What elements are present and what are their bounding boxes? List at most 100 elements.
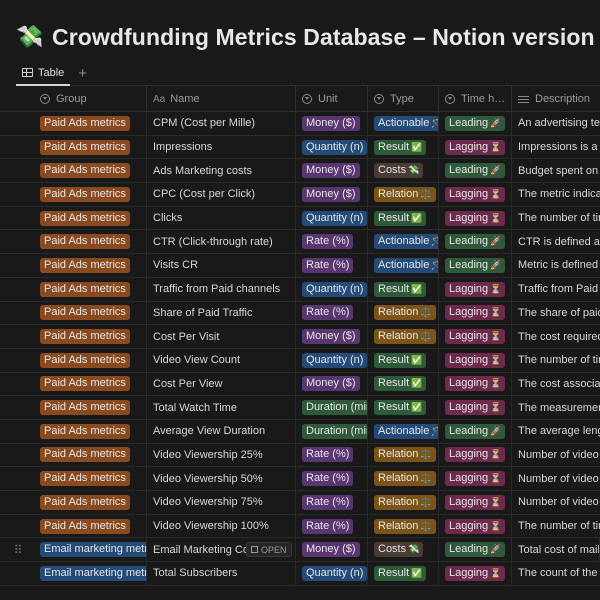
description-cell[interactable]: Total cost of maili bbox=[512, 538, 600, 562]
type-cell[interactable]: Actionable🪄 bbox=[368, 112, 439, 135]
table-row[interactable]: Paid Ads metrics Video View Count Quantity… bbox=[0, 348, 600, 373]
type-cell[interactable]: Result ✅ bbox=[368, 562, 439, 585]
name-cell[interactable]: Share of Paid Traffic bbox=[147, 301, 296, 325]
group-cell[interactable]: Paid Ads metrics bbox=[34, 467, 147, 490]
type-cell[interactable]: Result ✅ bbox=[368, 348, 439, 372]
type-cell[interactable]: Relation ⚖️ bbox=[368, 491, 439, 514]
time-horizon-cell[interactable]: Lagging ⏳ bbox=[439, 325, 512, 348]
group-cell[interactable]: Email marketing metric bbox=[34, 562, 147, 585]
time-horizon-cell[interactable]: Lagging ⏳ bbox=[439, 562, 512, 585]
time-horizon-cell[interactable]: Lagging ⏳ bbox=[439, 372, 512, 396]
group-cell[interactable]: Paid Ads metrics bbox=[34, 277, 147, 301]
name-cell[interactable]: CTR (Click-through rate) bbox=[147, 230, 296, 254]
add-view-button[interactable]: + bbox=[78, 65, 88, 82]
name-cell[interactable]: CPM (Cost per Mille) bbox=[147, 112, 296, 135]
unit-cell[interactable]: Rate (%) bbox=[296, 230, 368, 254]
time-horizon-cell[interactable]: Lagging ⏳ bbox=[439, 396, 512, 419]
name-cell[interactable]: Video Viewership 50% bbox=[147, 467, 296, 490]
name-cell[interactable]: Total Subscribers bbox=[147, 562, 296, 585]
column-header-group[interactable]: Group bbox=[34, 86, 147, 112]
type-cell[interactable]: Result ✅ bbox=[368, 135, 439, 159]
table-row[interactable]: Paid Ads metrics Video Viewership 75% Rate… bbox=[0, 491, 600, 515]
description-cell[interactable]: The average lengt bbox=[512, 420, 600, 443]
table-row[interactable]: ⠿ Email marketing metric Email Marketing C… bbox=[0, 538, 600, 563]
group-cell[interactable]: Paid Ads metrics bbox=[34, 230, 147, 254]
table-row[interactable]: Paid Ads metrics CTR (Click-through rate)… bbox=[0, 230, 600, 255]
unit-cell[interactable]: Quantity (n) bbox=[296, 135, 368, 159]
group-cell[interactable]: Paid Ads metrics bbox=[34, 372, 147, 396]
type-cell[interactable]: Relation ⚖️ bbox=[368, 183, 439, 206]
unit-cell[interactable]: Rate (%) bbox=[296, 491, 368, 514]
group-cell[interactable]: Paid Ads metrics bbox=[34, 206, 147, 230]
type-cell[interactable]: Relation ⚖️ bbox=[368, 467, 439, 490]
description-cell[interactable]: CTR is defined as bbox=[512, 230, 600, 253]
name-cell[interactable]: Traffic from Paid channels bbox=[147, 277, 296, 301]
time-horizon-cell[interactable]: Lagging ⏳ bbox=[439, 348, 512, 372]
table-row[interactable]: Paid Ads metrics Visits CR Rate (%) Actiona… bbox=[0, 254, 600, 278]
name-cell[interactable]: Email Marketing Co bbox=[147, 538, 296, 562]
unit-cell[interactable]: Quantity (n) bbox=[296, 206, 368, 230]
time-horizon-cell[interactable]: Leading 🚀 bbox=[439, 112, 512, 135]
unit-cell[interactable]: Money ($) bbox=[296, 112, 368, 135]
description-cell[interactable]: The count of the n bbox=[512, 562, 600, 585]
group-cell[interactable]: Paid Ads metrics bbox=[34, 301, 147, 325]
unit-cell[interactable]: Rate (%) bbox=[296, 301, 368, 325]
unit-cell[interactable]: Quantity (n) bbox=[296, 277, 368, 301]
time-horizon-cell[interactable]: Lagging ⏳ bbox=[439, 443, 512, 467]
table-row[interactable]: Paid Ads metrics Video Viewership 25% Rate… bbox=[0, 443, 600, 468]
description-cell[interactable]: Impressions is a c bbox=[512, 136, 600, 159]
time-horizon-cell[interactable]: Leading 🚀 bbox=[439, 230, 512, 254]
unit-cell[interactable]: Rate (%) bbox=[296, 254, 368, 277]
description-cell[interactable]: Number of video v bbox=[512, 444, 600, 467]
table-row[interactable]: Paid Ads metrics Share of Paid Traffic Rat… bbox=[0, 301, 600, 326]
time-horizon-cell[interactable]: Leading 🚀 bbox=[439, 159, 512, 183]
table-row[interactable]: Paid Ads metrics Average View Duration Dur… bbox=[0, 419, 600, 444]
description-cell[interactable]: Budget spent on p bbox=[512, 159, 600, 182]
time-horizon-cell[interactable]: Lagging ⏳ bbox=[439, 301, 512, 325]
type-cell[interactable]: Actionable🪄 bbox=[368, 230, 439, 254]
table-row[interactable]: Paid Ads metrics Total Watch Time Duration… bbox=[0, 396, 600, 420]
time-horizon-cell[interactable]: Leading 🚀 bbox=[439, 254, 512, 277]
unit-cell[interactable]: Rate (%) bbox=[296, 467, 368, 490]
description-cell[interactable]: The cost associate bbox=[512, 373, 600, 396]
description-cell[interactable]: The number of tim bbox=[512, 349, 600, 372]
description-cell[interactable]: The measurement bbox=[512, 396, 600, 419]
description-cell[interactable]: Number of video v bbox=[512, 491, 600, 514]
tab-table[interactable]: Table bbox=[16, 62, 71, 86]
name-cell[interactable]: Video View Count bbox=[147, 348, 296, 372]
name-cell[interactable]: CPC (Cost per Click) bbox=[147, 183, 296, 206]
time-horizon-cell[interactable]: Lagging ⏳ bbox=[439, 277, 512, 301]
group-cell[interactable]: Paid Ads metrics bbox=[34, 183, 147, 206]
unit-cell[interactable]: Quantity (n) bbox=[296, 348, 368, 372]
type-cell[interactable]: Result ✅ bbox=[368, 372, 439, 396]
time-horizon-cell[interactable]: Lagging ⏳ bbox=[439, 491, 512, 514]
description-cell[interactable]: An advertising ter bbox=[512, 112, 600, 135]
unit-cell[interactable]: Money ($) bbox=[296, 183, 368, 206]
group-cell[interactable]: Paid Ads metrics bbox=[34, 135, 147, 159]
group-cell[interactable]: Paid Ads metrics bbox=[34, 443, 147, 467]
group-cell[interactable]: Email marketing metric bbox=[34, 538, 147, 562]
type-cell[interactable]: Costs 💸 bbox=[368, 159, 439, 183]
type-cell[interactable]: Result ✅ bbox=[368, 206, 439, 230]
name-cell[interactable]: Video Viewership 75% bbox=[147, 491, 296, 514]
name-cell[interactable]: Ads Marketing costs bbox=[147, 159, 296, 183]
name-cell[interactable]: Cost Per Visit bbox=[147, 325, 296, 348]
time-horizon-cell[interactable]: Lagging ⏳ bbox=[439, 467, 512, 490]
table-row[interactable]: Paid Ads metrics Cost Per View Money ($) Re… bbox=[0, 372, 600, 397]
time-horizon-cell[interactable]: Lagging ⏳ bbox=[439, 135, 512, 159]
name-cell[interactable]: Video Viewership 25% bbox=[147, 443, 296, 467]
name-cell[interactable]: Visits CR bbox=[147, 254, 296, 277]
table-row[interactable]: Paid Ads metrics Ads Marketing costs Money… bbox=[0, 159, 600, 184]
group-cell[interactable]: Paid Ads metrics bbox=[34, 514, 147, 538]
group-cell[interactable]: Paid Ads metrics bbox=[34, 112, 147, 135]
type-cell[interactable]: Relation ⚖️ bbox=[368, 514, 439, 538]
description-cell[interactable]: The number of tim bbox=[512, 515, 600, 538]
column-header-unit[interactable]: Unit bbox=[296, 86, 368, 112]
name-cell[interactable]: Cost Per View bbox=[147, 372, 296, 396]
group-cell[interactable]: Paid Ads metrics bbox=[34, 254, 147, 277]
time-horizon-cell[interactable]: Leading 🚀 bbox=[439, 538, 512, 562]
description-cell[interactable]: The cost required bbox=[512, 325, 600, 348]
table-row[interactable]: Paid Ads metrics CPC (Cost per Click) Mone… bbox=[0, 183, 600, 207]
unit-cell[interactable]: Money ($) bbox=[296, 159, 368, 183]
type-cell[interactable]: Actionable🪄 bbox=[368, 254, 439, 277]
